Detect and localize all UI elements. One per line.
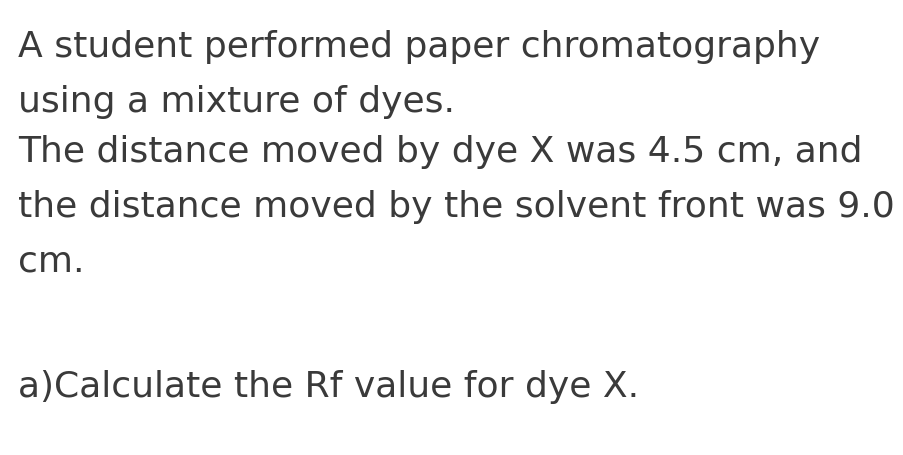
Text: The distance moved by dye X was 4.5 cm, and: The distance moved by dye X was 4.5 cm, … [18,135,861,169]
Text: a)Calculate the Rf value for dye X.: a)Calculate the Rf value for dye X. [18,369,638,403]
Text: A student performed paper chromatography: A student performed paper chromatography [18,30,819,64]
Text: cm.: cm. [18,244,84,278]
Text: the distance moved by the solvent front was 9.0: the distance moved by the solvent front … [18,190,894,223]
Text: using a mixture of dyes.: using a mixture of dyes. [18,85,454,119]
